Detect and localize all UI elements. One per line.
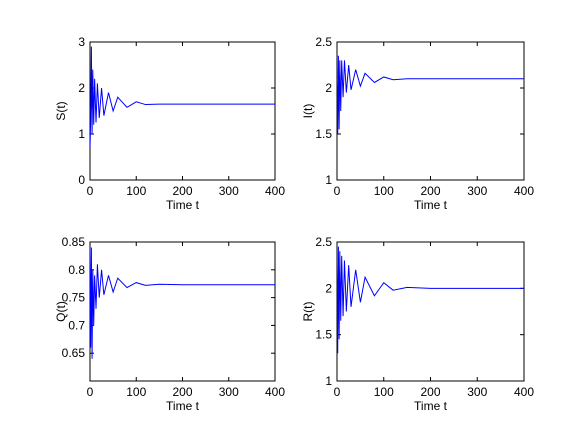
y-axis-label: S(t): [54, 101, 68, 120]
y-tick-label: 1: [325, 173, 332, 187]
x-axis-label: Time t: [414, 198, 448, 212]
y-axis-label: R(t): [301, 302, 315, 322]
series-line: [337, 55, 524, 135]
y-tick-label: 1: [78, 127, 85, 141]
plot-area-frame: [89, 41, 276, 181]
x-axis-label: Time t: [166, 198, 200, 212]
x-tick-label: 200: [420, 184, 440, 198]
y-tick-label: 0: [78, 173, 85, 187]
x-tick-label: 0: [334, 184, 341, 198]
x-tick-label: 0: [87, 184, 94, 198]
x-axis-label: Time t: [166, 399, 200, 413]
x-tick-label: 100: [374, 385, 394, 399]
x-tick-label: 400: [514, 385, 534, 399]
y-tick-label: 0.8: [68, 263, 85, 277]
y-tick-label: 0.85: [62, 235, 86, 249]
x-tick-label: 0: [87, 385, 94, 399]
x-tick-label: 300: [219, 385, 239, 399]
series-line: [90, 46, 275, 148]
x-tick-label: 100: [126, 184, 146, 198]
plot-area-frame: [336, 241, 525, 382]
y-tick-label: 2: [325, 81, 332, 95]
y-tick-label: 2: [78, 81, 85, 95]
y-tick-label: 2.5: [315, 35, 332, 49]
y-tick-label: 2: [325, 281, 332, 295]
x-tick-label: 100: [126, 385, 146, 399]
y-tick-label: 1: [325, 374, 332, 388]
subplot-1: 0 100 200 300 400 0 1 2 3 Time t S(t): [54, 35, 285, 212]
y-tick-label: 0.7: [68, 318, 85, 332]
x-tick-label: 200: [172, 385, 192, 399]
x-tick-label: 300: [219, 184, 239, 198]
y-tick-label: 1.5: [315, 328, 332, 342]
x-tick-label: 300: [467, 184, 487, 198]
y-tick-label: 0.75: [62, 291, 86, 305]
plot-area-frame: [89, 241, 276, 382]
x-tick-label: 0: [334, 385, 341, 399]
x-tick-label: 200: [420, 385, 440, 399]
plot-area-frame: [336, 41, 525, 181]
y-axis-label: I(t): [301, 104, 315, 119]
x-tick-label: 400: [265, 184, 285, 198]
x-axis-label: Time t: [414, 399, 448, 413]
y-tick-label: 1.5: [315, 127, 332, 141]
y-tick-label: 3: [78, 35, 85, 49]
y-tick-label: 2.5: [315, 235, 332, 249]
x-tick-label: 100: [374, 184, 394, 198]
x-tick-label: 200: [172, 184, 192, 198]
subplot-3: 0 100 200 300 400 0.65 0.7 0.75 0.8 0.85 Time t Q(t…: [54, 235, 285, 413]
x-tick-label: 400: [514, 184, 534, 198]
subplot-4: 0 100 200 300 400 1 1.5 2 2.5 Time t R(t): [301, 235, 534, 413]
x-tick-label: 400: [265, 385, 285, 399]
series-line: [90, 247, 275, 359]
subplot-2: 0 100 200 300 400 1 1.5 2 2.5 Time t I(t): [301, 35, 534, 212]
series-line: [337, 246, 524, 354]
x-tick-label: 300: [467, 385, 487, 399]
y-tick-label: 0.65: [62, 346, 86, 360]
y-axis-label: Q(t): [54, 301, 68, 322]
